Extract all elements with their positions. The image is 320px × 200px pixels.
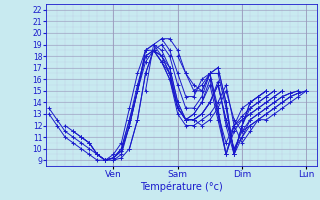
X-axis label: Température (°c): Température (°c) [140, 182, 223, 192]
